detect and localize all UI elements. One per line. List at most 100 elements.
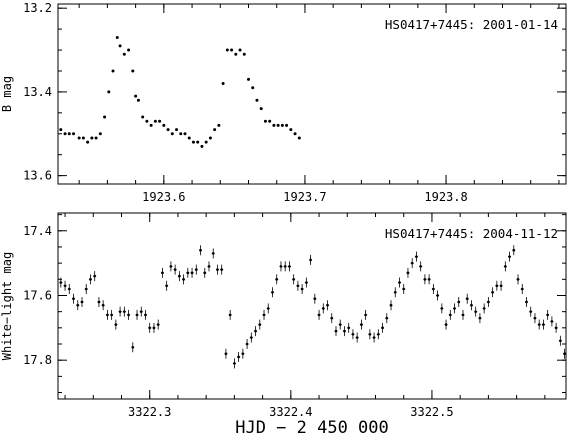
data-point <box>474 310 477 313</box>
data-point <box>529 310 533 313</box>
data-point <box>255 98 259 102</box>
data-point <box>175 128 179 132</box>
data-point <box>149 123 153 127</box>
data-point <box>199 248 202 252</box>
top-panel-b-band: 1923.6 1923.7 1923.8 13.2 13.4 13.6 B mag HS041… <box>0 1 567 204</box>
data-point <box>161 271 164 275</box>
data-point <box>141 115 145 119</box>
data-point <box>321 307 325 310</box>
x-axis-label: HJD − 2 450 000 <box>235 418 389 438</box>
data-point <box>224 352 228 356</box>
data-point <box>169 265 173 268</box>
data-point <box>368 333 372 336</box>
data-point <box>145 119 149 123</box>
data-point <box>178 274 181 278</box>
data-point <box>152 326 156 330</box>
data-point <box>80 300 84 304</box>
data-point <box>165 284 168 288</box>
data-point <box>136 98 140 102</box>
data-point <box>499 284 503 288</box>
plot-frame <box>57 3 567 185</box>
data-point <box>266 307 270 310</box>
data-point <box>98 132 102 136</box>
data-point <box>393 290 397 294</box>
data-point <box>482 307 486 310</box>
data-point <box>234 52 238 56</box>
data-point <box>107 90 111 94</box>
data-point <box>283 265 287 268</box>
data-point <box>182 278 185 281</box>
y-tick-label: 17.8 <box>23 353 52 367</box>
data-point <box>216 268 219 271</box>
data-point <box>280 123 284 127</box>
data-point <box>162 123 166 127</box>
data-point <box>139 310 143 313</box>
data-point <box>470 303 473 307</box>
data-point <box>432 287 435 291</box>
data-point <box>296 284 300 288</box>
data-point <box>72 297 75 301</box>
data-point <box>247 77 250 81</box>
data-point <box>381 326 384 330</box>
data-point <box>385 316 389 320</box>
data-point <box>520 287 524 291</box>
data-point <box>293 132 297 136</box>
data-point <box>275 278 279 281</box>
data-point <box>211 252 215 255</box>
data-point <box>516 278 520 281</box>
y-tick-label: 13.4 <box>23 85 52 99</box>
data-point <box>448 313 452 317</box>
data-point <box>118 44 122 48</box>
data-point <box>453 307 456 310</box>
data-point <box>213 128 217 132</box>
data-point <box>398 281 401 284</box>
data-point <box>228 313 232 317</box>
data-point <box>59 128 63 132</box>
data-point <box>134 94 138 98</box>
y-tick-label: 13.6 <box>23 169 52 183</box>
data-point <box>537 323 541 326</box>
data-point <box>508 255 511 258</box>
data-point <box>103 115 107 119</box>
data-point <box>67 287 71 291</box>
data-point <box>67 132 71 136</box>
data-point <box>238 48 242 52</box>
data-point <box>389 303 393 307</box>
data-point <box>465 297 469 301</box>
data-point <box>360 323 363 326</box>
data-point <box>86 140 90 144</box>
data-point <box>279 265 283 268</box>
y-axis-label: White−light mag <box>0 252 14 360</box>
data-point <box>542 323 545 326</box>
data-point <box>97 300 101 304</box>
data-point <box>186 271 190 275</box>
data-point <box>233 362 236 365</box>
data-point <box>554 326 558 330</box>
data-point <box>258 323 262 326</box>
data-point <box>131 69 135 73</box>
x-tick-label: 1923.8 <box>424 190 467 204</box>
data-point <box>419 265 422 268</box>
data-point <box>478 316 482 320</box>
data-point <box>127 313 130 317</box>
data-point <box>444 323 448 326</box>
data-point <box>89 278 92 281</box>
data-point <box>262 313 266 317</box>
data-point <box>347 326 350 330</box>
data-point <box>166 128 170 132</box>
data-point <box>158 119 162 123</box>
x-tick-label: 3322.4 <box>269 405 312 419</box>
data-point <box>196 140 200 144</box>
data-point <box>183 132 187 136</box>
data-point <box>217 123 221 127</box>
data-point <box>338 323 342 326</box>
data-point <box>271 290 274 294</box>
data-point <box>330 316 334 320</box>
data-point <box>59 281 63 284</box>
data-point <box>285 123 289 127</box>
x-tick-label: 1923.7 <box>283 190 326 204</box>
data-point <box>106 313 109 317</box>
data-point <box>512 248 516 252</box>
data-point <box>220 268 223 271</box>
